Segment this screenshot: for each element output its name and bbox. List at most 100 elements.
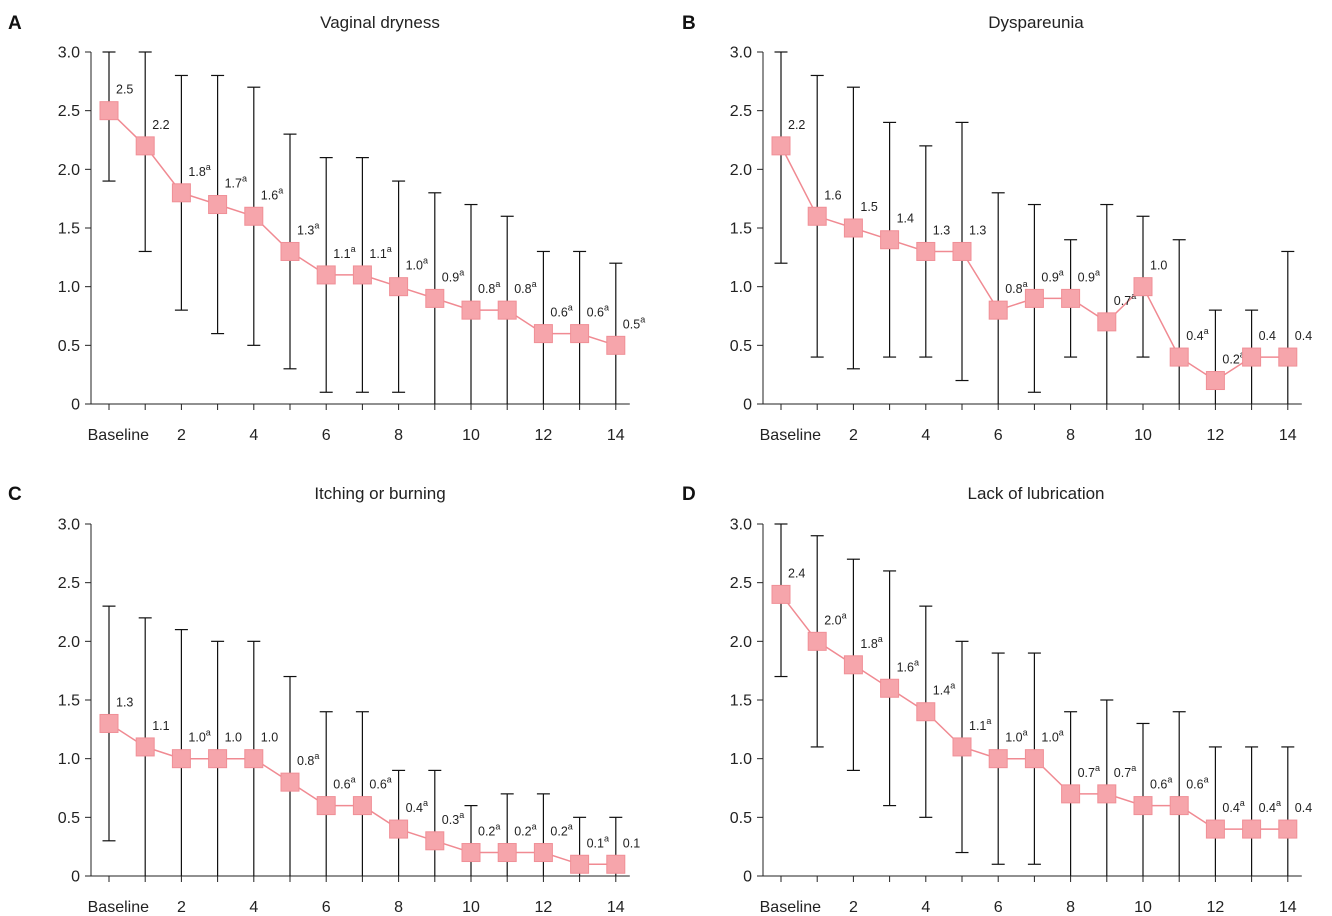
chart-panel-b: B Dyspareunia 0 0.5 1.0 1.5 2.0 2.5 3.0 Baseline 2… — [682, 13, 1312, 444]
data-point — [316, 265, 336, 285]
data-label: 0.1 — [623, 836, 640, 850]
data-label: 0.2a — [514, 822, 536, 839]
x-tick-label: 12 — [535, 427, 553, 444]
data-point — [1242, 819, 1262, 839]
data-label: 1.6a — [897, 657, 919, 674]
data-point — [988, 749, 1008, 769]
y-tick-label: 0 — [743, 397, 752, 414]
significance-marker: a — [532, 279, 537, 289]
data-point — [1133, 277, 1153, 297]
error-bar — [1245, 746, 1259, 876]
data-point — [1097, 312, 1117, 332]
data-label: 1.7a — [225, 174, 247, 191]
chart-panel-c: C Itching or burning 0 0.5 1.0 1.5 2.0 2.5 3.0 Ba… — [8, 484, 640, 916]
significance-marker: a — [387, 775, 392, 785]
data-point — [880, 230, 900, 250]
data-label: 0.6a — [333, 775, 355, 792]
data-label: 0.4 — [1295, 329, 1312, 343]
data-point — [99, 713, 119, 733]
y-tick-label: 3.0 — [730, 45, 752, 62]
y-tick-label: 0.5 — [58, 810, 80, 827]
data-label: 2.2 — [788, 118, 805, 132]
significance-marker: a — [206, 728, 211, 738]
data-label: 1.3 — [116, 695, 133, 709]
data-label: 1.3 — [933, 223, 950, 237]
x-tick-label: 2 — [849, 427, 858, 444]
data-point — [771, 584, 791, 604]
data-label: 1.4a — [933, 681, 955, 698]
data-label: 0.7a — [1078, 763, 1100, 780]
chart-panel-d: D Lack of lubrication 0 0.5 1.0 1.5 2.0 2.5 3.0 B… — [682, 484, 1312, 916]
significance-marker: a — [495, 279, 500, 289]
data-point — [916, 702, 936, 722]
x-tick-label: 10 — [1134, 427, 1152, 444]
data-label: 1.1a — [369, 244, 391, 261]
significance-marker: a — [459, 810, 464, 820]
data-point — [171, 183, 191, 203]
data-label: 0.7a — [1114, 763, 1136, 780]
x-tick-label: 10 — [462, 899, 480, 916]
data-point — [244, 206, 264, 226]
data-label: 2.5 — [116, 83, 133, 97]
data-label: 1.1 — [152, 719, 169, 733]
y-tick-label: 0.5 — [730, 338, 752, 355]
data-point — [1278, 347, 1298, 367]
panel-title: Itching or burning — [314, 484, 445, 503]
y-tick-label: 0.5 — [730, 810, 752, 827]
data-label: 0.3a — [442, 810, 464, 827]
y-tick-label: 2.5 — [58, 575, 80, 592]
x-tick-label: 6 — [994, 899, 1003, 916]
data-label: 0.6a — [1150, 775, 1172, 792]
y-tick-label: 2.5 — [730, 103, 752, 120]
data-point — [807, 206, 827, 226]
data-point — [135, 136, 155, 156]
significance-marker: a — [314, 751, 319, 761]
data-label: 0.6a — [1186, 775, 1208, 792]
data-point — [807, 631, 827, 651]
data-label: 1.1a — [969, 716, 991, 733]
significance-marker: a — [423, 798, 428, 808]
data-label: 0.6a — [369, 775, 391, 792]
data-point — [244, 749, 264, 769]
data-label: 1.1a — [333, 244, 355, 261]
data-label: 1.0 — [225, 731, 242, 745]
data-point — [1278, 819, 1298, 839]
data-point — [771, 136, 791, 156]
significance-marker: a — [459, 267, 464, 277]
significance-marker: a — [351, 775, 356, 785]
data-label: 0.6a — [587, 303, 609, 320]
data-point — [952, 241, 972, 261]
significance-marker: a — [1023, 728, 1028, 738]
data-label: 1.0a — [188, 728, 210, 745]
significance-marker: a — [568, 822, 573, 832]
error-bar — [500, 793, 514, 876]
panel-letter: A — [8, 13, 22, 34]
x-tick-label: Baseline — [760, 427, 821, 444]
y-tick-label: 1.0 — [58, 279, 80, 296]
x-tick-label: 4 — [921, 899, 930, 916]
data-label: 1.0a — [1005, 728, 1027, 745]
significance-marker: a — [1204, 326, 1209, 336]
data-label: 0.4a — [1186, 326, 1208, 343]
error-bar — [536, 793, 550, 876]
x-tick-label: 6 — [322, 899, 331, 916]
data-point — [425, 288, 445, 308]
x-tick-label: 10 — [462, 427, 480, 444]
data-point — [843, 218, 863, 238]
significance-marker: a — [842, 610, 847, 620]
error-bar — [319, 711, 333, 876]
significance-marker: a — [1131, 763, 1136, 773]
data-point — [1242, 347, 1262, 367]
error-bar — [1172, 239, 1186, 404]
data-label: 1.6 — [824, 188, 841, 202]
data-label: 2.2 — [152, 118, 169, 132]
error-bar — [355, 711, 369, 876]
data-point — [1024, 288, 1044, 308]
data-label: 1.6a — [261, 185, 283, 202]
error-bar — [1172, 711, 1186, 876]
data-point — [461, 843, 481, 863]
data-label: 0.4 — [1259, 329, 1276, 343]
data-point — [280, 241, 300, 261]
y-tick-label: 0 — [71, 397, 80, 414]
